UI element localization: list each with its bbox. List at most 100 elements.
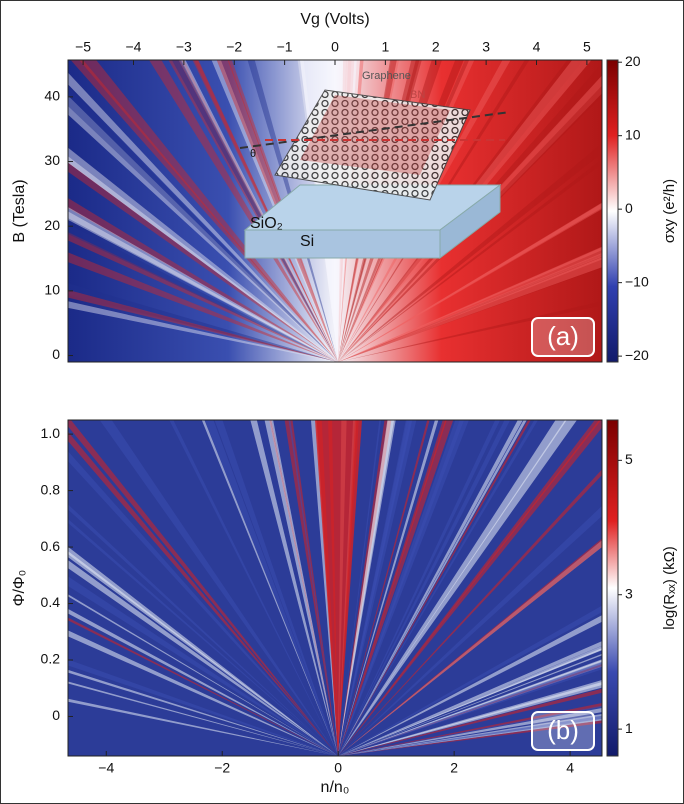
- heatmap-texture: [338, 420, 465, 756]
- heatmap-texture: [338, 605, 602, 756]
- heatmap-texture: [338, 420, 527, 756]
- heatmap-texture: [250, 420, 338, 756]
- heatmap-texture: [68, 560, 338, 756]
- heatmap-texture: [68, 681, 338, 756]
- heatmap-texture: [178, 60, 338, 362]
- heatmap-texture: [338, 420, 539, 756]
- heatmap-texture: [338, 641, 602, 756]
- colorbar-tick-label: 1: [625, 720, 633, 736]
- heatmap-texture: [338, 420, 439, 756]
- colorbar-tick-label: −10: [625, 273, 649, 289]
- panel-label: (a): [547, 321, 579, 351]
- heatmap-texture: [192, 60, 338, 362]
- heatmap-texture: [68, 451, 338, 756]
- heatmap-texture: [338, 715, 602, 756]
- inset-diagram: Graphene BN SiO₂ Si θ: [239, 70, 511, 260]
- inset-label: BN: [410, 89, 425, 101]
- heatmap-texture: [338, 420, 396, 756]
- heatmap-texture: [68, 147, 338, 362]
- y-tick-label: 0: [52, 346, 60, 362]
- x-tick-label: −4: [126, 39, 142, 55]
- inset-label: Si: [300, 233, 314, 250]
- x-tick-label: 4: [566, 760, 574, 776]
- colorbar-tick-label: 0: [625, 200, 633, 216]
- heatmap-texture: [338, 420, 395, 756]
- heatmap-texture: [201, 420, 338, 756]
- heatmap-texture: [214, 420, 338, 756]
- heatmap-texture: [338, 505, 602, 756]
- heatmap-texture: [338, 688, 602, 756]
- x-tick-label: 3: [482, 39, 490, 55]
- colorbar-label: log(Rₓₓ) (kΩ): [661, 546, 678, 630]
- heatmap-texture: [178, 60, 338, 362]
- heatmap-texture: [169, 420, 338, 756]
- heatmap-texture: [338, 253, 602, 362]
- y-tick-label: 0: [52, 707, 60, 723]
- heatmap-texture: [68, 546, 338, 756]
- heatmap-texture: [338, 420, 511, 756]
- heatmap-texture: [338, 203, 602, 362]
- heatmap-texture: [338, 420, 430, 756]
- colorbar: [606, 419, 619, 757]
- heatmap-texture: [338, 420, 454, 756]
- heatmap-texture: [338, 420, 469, 756]
- colorbar: [606, 59, 619, 363]
- heatmap-texture: [338, 256, 602, 362]
- heatmap-texture: [68, 291, 338, 362]
- x-tick-label: −1: [277, 39, 293, 55]
- heatmap-texture: [338, 705, 602, 756]
- heatmap-texture: [338, 420, 523, 756]
- x-tick-label: −2: [226, 39, 242, 55]
- heatmap-texture: [338, 702, 602, 756]
- heatmap-texture: [79, 60, 338, 362]
- heatmap-texture: [338, 420, 501, 756]
- heatmap-texture: [338, 247, 602, 362]
- heatmap-texture: [338, 615, 602, 756]
- heatmap-texture: [264, 420, 338, 756]
- heatmap-texture: [338, 159, 602, 362]
- y-axis-label: Φ/Φ₀: [11, 570, 28, 607]
- heatmap-texture: [284, 420, 338, 756]
- heatmap-texture: [68, 594, 338, 756]
- x-tick-label: 0: [334, 760, 342, 776]
- heatmap-texture: [68, 95, 338, 362]
- y-tick-label: 10: [44, 282, 60, 298]
- x-tick-label: 2: [432, 39, 440, 55]
- heatmap-texture: [171, 60, 338, 362]
- colorbar-tick-label: 10: [625, 126, 641, 142]
- heatmap-texture: [204, 420, 338, 756]
- x-tick-label: 5: [583, 39, 591, 55]
- inset-label: θ: [250, 148, 256, 160]
- heatmap-texture: [338, 662, 602, 756]
- heatmap-texture: [68, 72, 338, 362]
- y-tick-label: 30: [44, 152, 60, 168]
- panel-label-box: [531, 711, 595, 751]
- heatmap-texture: [338, 420, 382, 756]
- y-tick-label: 40: [44, 88, 60, 104]
- y-tick-label: 20: [44, 217, 60, 233]
- heatmap-texture: [338, 469, 602, 756]
- heatmap-texture: [315, 420, 362, 756]
- panel-label: (b): [547, 715, 579, 745]
- heatmap-texture: [338, 202, 602, 362]
- y-tick-label: 0.8: [41, 481, 61, 497]
- heatmap-texture: [338, 680, 602, 756]
- heatmap-texture: [193, 60, 338, 362]
- heatmap-texture: [288, 420, 338, 756]
- colorbar-label: σxy (e²/h): [661, 179, 678, 243]
- heatmap-texture: [338, 720, 602, 756]
- heatmap-texture: [70, 60, 338, 362]
- heatmap-texture: [68, 206, 338, 362]
- heatmap-texture: [338, 420, 447, 756]
- heatmap-texture: [68, 211, 338, 362]
- x-tick-label: −5: [75, 39, 91, 55]
- heatmap-texture: [68, 289, 338, 362]
- x-tick-label: −2: [214, 760, 230, 776]
- heatmap-texture: [338, 143, 602, 362]
- heatmap-texture: [338, 420, 531, 756]
- heatmap-texture: [68, 518, 338, 756]
- heatmap-texture: [338, 659, 602, 756]
- heatmap-texture: [68, 431, 338, 756]
- heatmap-texture: [68, 420, 338, 756]
- heatmap-texture: [68, 86, 338, 362]
